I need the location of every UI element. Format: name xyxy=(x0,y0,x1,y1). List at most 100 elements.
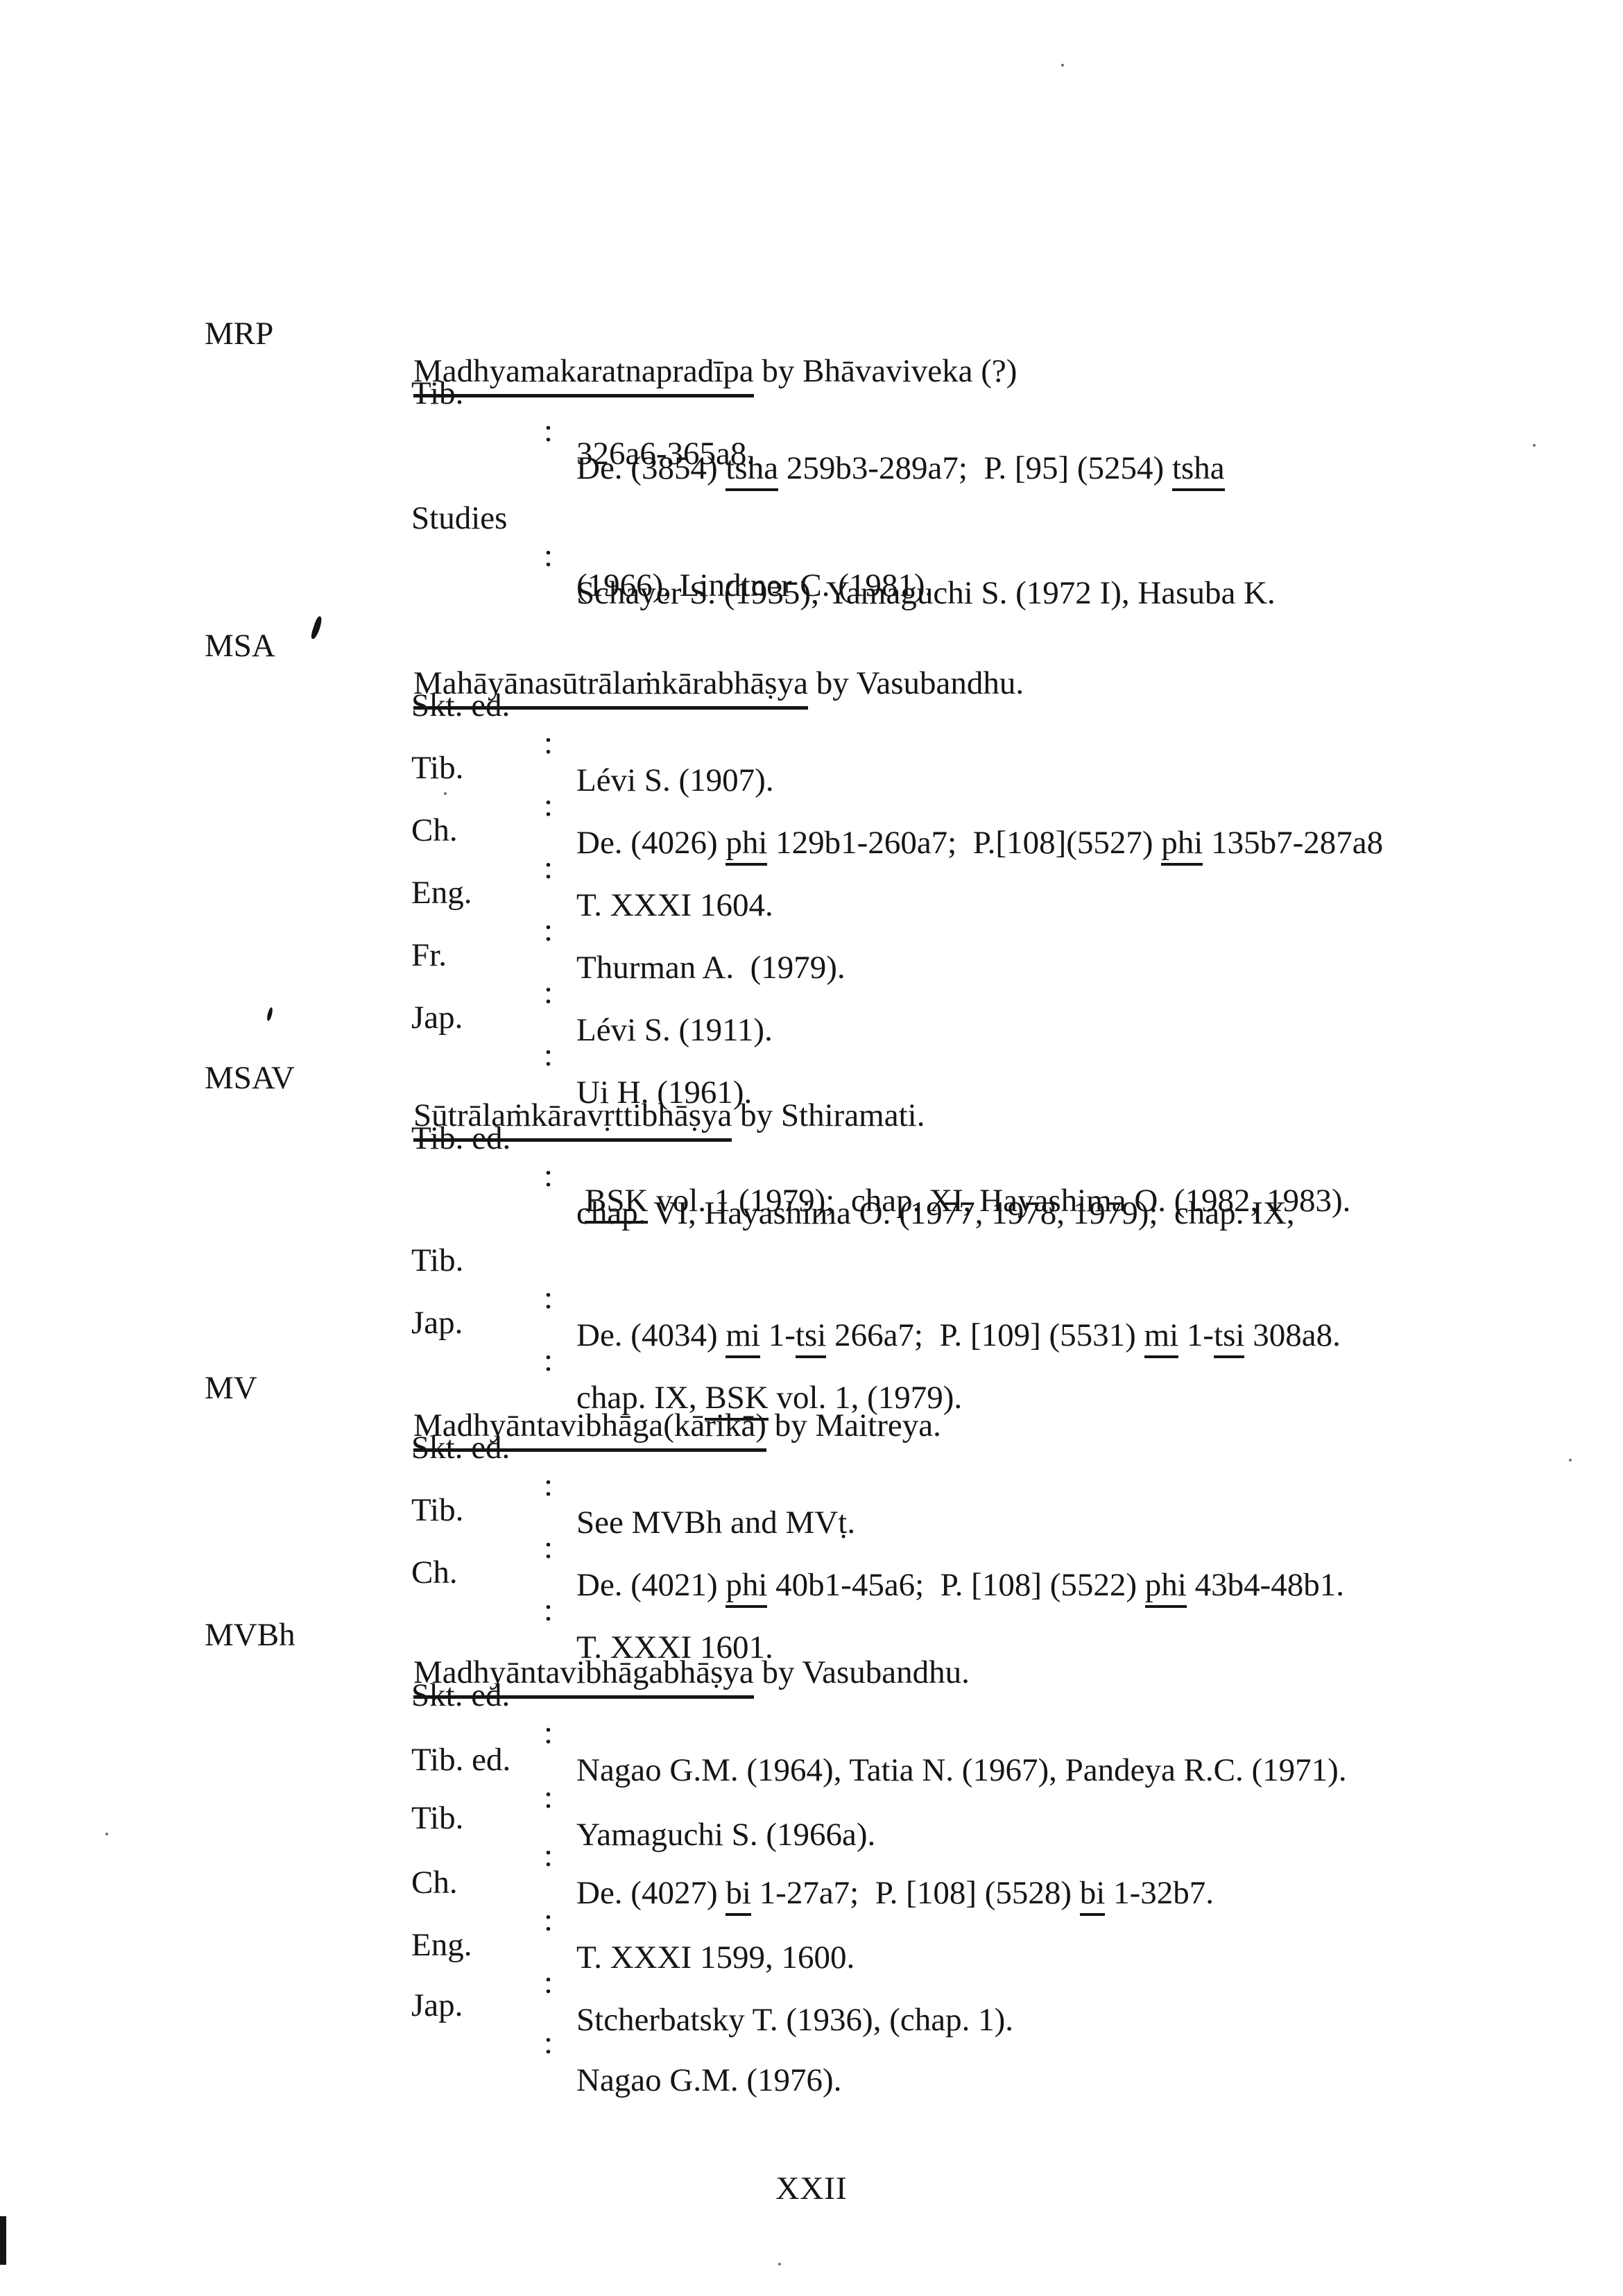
text-segment: chap. VI, Hayashima O. (1977, 1978, 1979… xyxy=(576,1195,1295,1231)
text-segment: Schayer S. (1935), Yamaguchi S. (1972 I)… xyxy=(576,575,1276,611)
field-colon: : xyxy=(544,1342,553,1378)
entry-head-msav: MSAV Sūtrālaṁkāravṛttibhāṣya by Sthirama… xyxy=(0,1022,1623,1172)
field-colon: : xyxy=(544,1715,553,1751)
field-value: Stcherbatsky T. (1936), (chap. 1). xyxy=(576,2001,1013,2039)
field-colon: : xyxy=(544,1280,553,1316)
text-segment-underlined: bi xyxy=(1079,1875,1106,1916)
field-label: Tib. xyxy=(411,375,464,411)
field-label: Ch. xyxy=(411,1554,458,1591)
field-row: Eng. : Thurman A. (1979). xyxy=(0,837,1623,1024)
field-label: Tib. xyxy=(411,1492,464,1528)
field-colon: : xyxy=(544,1158,553,1194)
text-segment: T. XXXI 1604. xyxy=(576,887,773,923)
entry-title: Madhyāntavibhāgabhāṣya by Vasubandhu. xyxy=(413,1654,970,1699)
entry-head-mrp: MRP Madhyamakaratnapradīpa by Bhāvavivek… xyxy=(0,277,1623,427)
field-row: Tib. : De. (4021) phi 40b1-45a6; P. [108… xyxy=(0,1454,1623,1641)
text-segment: 308a8. xyxy=(1244,1317,1341,1353)
scan-speckle xyxy=(105,1833,108,1835)
text-segment-underlined: BSK xyxy=(585,1183,649,1224)
field-row: Skt. ed. : Nagao G.M. (1964), Tatia N. (… xyxy=(0,1639,1623,1826)
field-row: Ch. : T. XXXI 1599, 1600. xyxy=(0,1826,1623,2014)
field-label: Ch. xyxy=(411,1865,458,1901)
text-segment-underlined: phi xyxy=(1161,825,1203,866)
text-segment: De. (4026) xyxy=(576,825,726,861)
text-segment-underlined: tsha xyxy=(1171,450,1225,491)
field-value: Lévi S. (1911). xyxy=(576,1011,773,1049)
field-value: chap. VI, Hayashima O. (1977, 1978, 1979… xyxy=(576,1194,1295,1232)
field-value: T. XXXI 1601. xyxy=(576,1629,773,1666)
text-segment-underlined: bi xyxy=(725,1875,751,1916)
field-row: Fr. : Lévi S. (1911). xyxy=(0,899,1623,1086)
field-colon: : xyxy=(544,1530,553,1566)
title-underlined: Madhyamakaratnapradīpa xyxy=(413,353,754,397)
field-row: Jap. : Nagao G.M. (1976). xyxy=(0,1949,1623,2136)
entry-abbr: MSA xyxy=(205,628,275,664)
text-segment: Ui H. (1961). xyxy=(576,1074,753,1111)
field-row: Ch. : T. XXXI 1604. xyxy=(0,774,1623,961)
text-segment: 129b1-260a7; P.[108](5527) xyxy=(767,825,1162,861)
text-segment-underlined: phi xyxy=(725,1567,768,1608)
page-number: XXII xyxy=(775,2170,848,2207)
field-value: 326a6-365a8. xyxy=(576,435,755,472)
field-row: Skt. ed. : Lévi S. (1907). xyxy=(0,649,1623,837)
text-segment-underlined: tsi xyxy=(795,1317,827,1358)
text-segment: vol. 1, (1979). xyxy=(768,1380,963,1416)
field-colon: : xyxy=(544,1902,553,1938)
field-row: Tib. : De. (3854) tsha 259b3-289a7; P. [… xyxy=(0,337,1623,524)
field-label: Studies xyxy=(411,500,508,536)
text-segment: De. (3854) xyxy=(576,450,726,486)
field-label: Tib. ed. xyxy=(411,1742,511,1778)
text-segment: chap. IX, xyxy=(576,1380,705,1416)
text-segment-underlined: phi xyxy=(725,825,768,866)
field-value: De. (4021) phi 40b1-45a6; P. [108] (5522… xyxy=(576,1566,1344,1608)
entry-title: Sūtrālaṁkāravṛttibhāṣya by Sthiramati. xyxy=(413,1097,925,1142)
text-segment-underlined: tsha xyxy=(725,450,779,491)
field-row-continuation: 326a6-365a8. xyxy=(0,397,1623,510)
text-segment-underlined: phi xyxy=(1144,1567,1187,1608)
text-segment: 259b3-289a7; P. [95] (5254) xyxy=(778,450,1172,486)
entry-title: Madhyamakaratnapradīpa by Bhāvaviveka (?… xyxy=(413,352,1017,397)
entry-head-mvbh: MVBh Madhyāntavibhāgabhāṣya by Vasubandh… xyxy=(0,1579,1623,1729)
field-value: Nagao G.M. (1964), Tatia N. (1967), Pand… xyxy=(576,1751,1347,1789)
field-row: Tib. ed. : Yamaguchi S. (1966a). xyxy=(0,1704,1623,1891)
field-label: Skt. ed. xyxy=(411,687,510,723)
field-value: Lévi S. (1907). xyxy=(576,762,774,799)
entry-head-mv: MV Madhyāntavibhāga(kārikā) by Maitreya. xyxy=(0,1332,1623,1482)
field-colon: : xyxy=(544,1964,553,2001)
text-segment-underlined: mi xyxy=(1144,1317,1179,1358)
text-segment: De. (4027) xyxy=(576,1875,726,1911)
field-value: (1966), Lindtner C. (1981). xyxy=(576,567,933,604)
title-rest: by Bhāvaviveka (?) xyxy=(753,353,1017,389)
title-underlined: Madhyāntavibhāgabhāṣya xyxy=(413,1654,754,1699)
field-row: Studies : Schayer S. (1935), Yamaguchi S… xyxy=(0,462,1623,649)
text-segment: 266a7; P. [109] (5531) xyxy=(826,1317,1144,1353)
text-segment: Yamaguchi S. (1966a). xyxy=(576,1817,876,1853)
field-colon: : xyxy=(544,1037,553,1073)
field-label: Tib. ed. xyxy=(411,1120,511,1156)
field-row: Skt. ed. : See MVBh and MVṭ. xyxy=(0,1391,1623,1579)
field-colon: : xyxy=(544,975,553,1011)
field-label: Skt. ed. xyxy=(411,1677,510,1713)
text-segment: 326a6-365a8. xyxy=(576,436,755,472)
entry-abbr: MV xyxy=(205,1370,257,1406)
field-value: Thurman A. (1979). xyxy=(576,949,845,986)
text-segment-underlined: tsi xyxy=(1214,1317,1245,1358)
field-colon: : xyxy=(544,1779,553,1815)
text-segment: 1-32b7. xyxy=(1105,1875,1214,1911)
text-segment: T. XXXI 1601. xyxy=(576,1629,773,1665)
field-colon: : xyxy=(544,538,553,574)
text-segment: Nagao G.M. (1964), Tatia N. (1967), Pand… xyxy=(576,1752,1347,1788)
title-rest: by Maitreya. xyxy=(766,1407,941,1443)
entry-abbr: MVBh xyxy=(205,1617,295,1653)
title-rest: by Vasubandhu. xyxy=(753,1654,970,1690)
field-value: De. (4034) mi 1-tsi 266a7; P. [109] (553… xyxy=(576,1317,1341,1358)
entry-abbr: MSAV xyxy=(205,1060,295,1096)
text-segment: 1- xyxy=(759,1317,796,1353)
field-row: Tib. : De. (4034) mi 1-tsi 266a7; P. [10… xyxy=(0,1204,1623,1391)
text-segment: De. (4034) xyxy=(576,1317,726,1353)
scan-speckle xyxy=(1061,64,1064,67)
field-colon: : xyxy=(544,413,553,449)
text-segment: 1-27a7; P. [108] (5528) xyxy=(750,1875,1080,1911)
field-colon: : xyxy=(544,787,553,823)
text-segment: T. XXXI 1599, 1600. xyxy=(576,1939,855,1976)
